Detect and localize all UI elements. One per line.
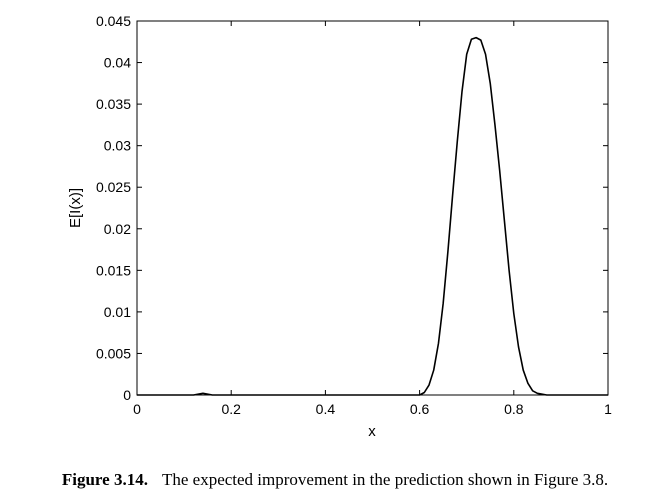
caption-label: Figure 3.14. [61,470,148,489]
series-line [137,36,608,396]
y-tick-label: 0.03 [104,138,131,154]
y-tick-label: 0.02 [104,221,131,237]
y-tick-label: 0.025 [96,179,131,195]
x-axis-label: x [368,423,376,440]
y-tick-label: 0 [123,387,131,403]
figure-caption: Figure 3.14. The expected improvement in … [0,470,670,490]
x-tick-label: 0.6 [410,401,430,417]
axis-ticks [136,20,609,396]
x-tick-label: 0 [133,401,141,417]
y-tick-label: 0.015 [96,262,131,278]
y-tick-label: 0.01 [104,304,131,320]
x-tick-label: 1 [604,401,612,417]
x-tick-label: 0.2 [221,401,241,417]
x-tick-label: 0.4 [316,401,336,417]
chart: 0 0.2 0.4 0.6 0.8 1 0 0.005 0.01 0.015 0.02 0.025 0.… [67,13,612,440]
x-tick-label: 0.8 [504,401,524,417]
y-tick-label: 0.035 [96,96,131,112]
y-axis-label: E[I(x)] [67,188,84,228]
y-tick-label: 0.04 [104,55,131,71]
axis-tick-labels: 0 0.2 0.4 0.6 0.8 1 0 0.005 0.01 0.015 0.02 0.025 0.… [96,13,612,417]
plot-area-frame [136,20,609,396]
y-tick-label: 0.045 [96,13,131,29]
y-tick-label: 0.005 [96,345,131,361]
caption-text: The expected improvement in the predicti… [161,470,609,489]
